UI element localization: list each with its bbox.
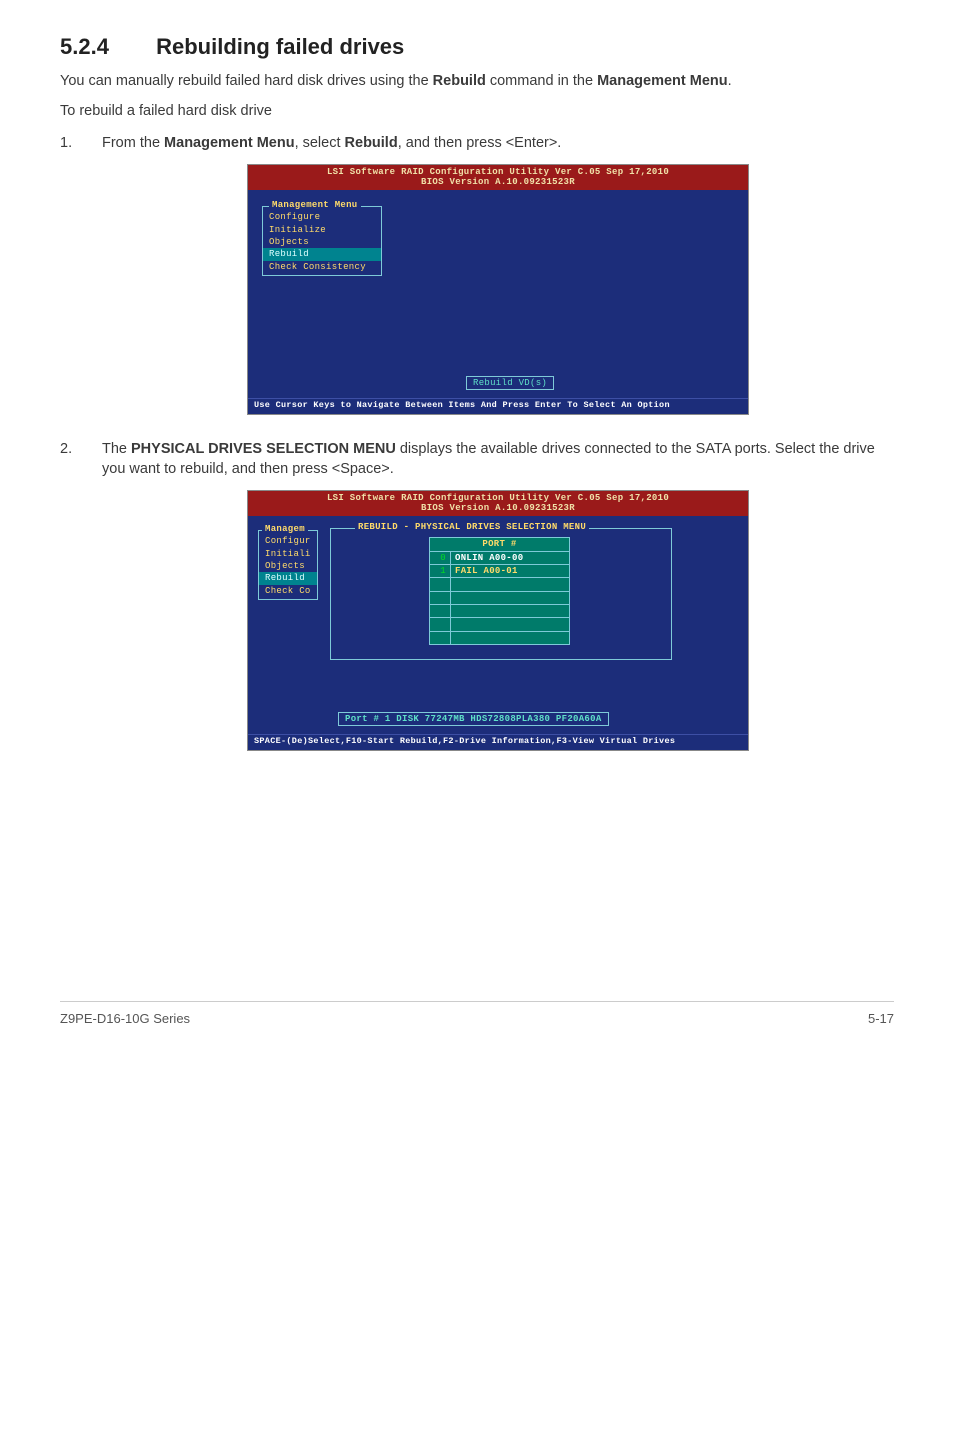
step-2: 2. The PHYSICAL DRIVES SELECTION MENU di… <box>60 439 894 761</box>
footer-left: Z9PE-D16-10G Series <box>60 1010 190 1028</box>
menu-item[interactable]: Configur <box>259 535 317 547</box>
menu-item[interactable]: Objects <box>259 560 317 572</box>
menu-title: Management Menu <box>269 200 361 210</box>
step-body: From the Management Menu, select Rebuild… <box>102 133 894 425</box>
drive-row-empty <box>430 631 570 644</box>
drive-row-empty <box>430 591 570 604</box>
menu-item-selected[interactable]: Rebuild <box>263 248 381 260</box>
bios-titlebar: LSI Software RAID Configuration Utility … <box>248 491 748 517</box>
bios-footer: Use Cursor Keys to Navigate Between Item… <box>248 398 748 414</box>
drive-row-selected[interactable]: 1 FAIL A00-01 <box>430 565 570 578</box>
bios-screenshot-1: LSI Software RAID Configuration Utility … <box>247 164 749 415</box>
management-menu-box-clipped: Managem Configur Initiali Objects Rebuil… <box>258 530 318 600</box>
menu-item[interactable]: Check Co <box>259 585 317 597</box>
menu-item[interactable]: Initiali <box>259 548 317 560</box>
menu-item-selected[interactable]: Rebuild <box>259 572 317 584</box>
step-number: 1. <box>60 133 102 425</box>
menu-title: Managem <box>262 524 308 534</box>
management-menu-box: Management Menu Configure Initialize Obj… <box>262 206 382 276</box>
footer-right: 5-17 <box>868 1010 894 1028</box>
drive-table: PORT # 0 ONLIN A00-00 1 FAIL A00-01 <box>429 537 570 645</box>
bios-screenshot-2: LSI Software RAID Configuration Utility … <box>247 490 749 751</box>
drive-row-empty <box>430 605 570 618</box>
drive-table-header: PORT # <box>430 538 570 551</box>
drive-status-box: Port # 1 DISK 77247MB HDS72808PLA380 PF2… <box>338 712 609 726</box>
menu-item[interactable]: Objects <box>263 236 381 248</box>
step-number: 2. <box>60 439 102 761</box>
hint-box: Rebuild VD(s) <box>466 376 554 390</box>
section-number: 5.2.4 <box>60 32 150 63</box>
section-title: Rebuilding failed drives <box>156 34 404 59</box>
intro-paragraph-1: You can manually rebuild failed hard dis… <box>60 71 894 91</box>
drives-selection-panel: REBUILD - PHYSICAL DRIVES SELECTION MENU… <box>330 528 672 660</box>
intro-paragraph-2: To rebuild a failed hard disk drive <box>60 101 894 121</box>
step-body: The PHYSICAL DRIVES SELECTION MENU displ… <box>102 439 894 761</box>
drive-row-empty <box>430 578 570 591</box>
bios-titlebar: LSI Software RAID Configuration Utility … <box>248 165 748 191</box>
panel-title: REBUILD - PHYSICAL DRIVES SELECTION MENU <box>355 522 589 532</box>
menu-item[interactable]: Initialize <box>263 224 381 236</box>
drive-row[interactable]: 0 ONLIN A00-00 <box>430 551 570 564</box>
bios-footer: SPACE-(De)Select,F10-Start Rebuild,F2-Dr… <box>248 734 748 750</box>
menu-item[interactable]: Configure <box>263 211 381 223</box>
step-1: 1. From the Management Menu, select Rebu… <box>60 133 894 425</box>
section-heading: 5.2.4 Rebuilding failed drives <box>60 32 894 63</box>
page-footer: Z9PE-D16-10G Series 5-17 <box>60 1001 894 1028</box>
menu-item[interactable]: Check Consistency <box>263 261 381 273</box>
drive-row-empty <box>430 618 570 631</box>
